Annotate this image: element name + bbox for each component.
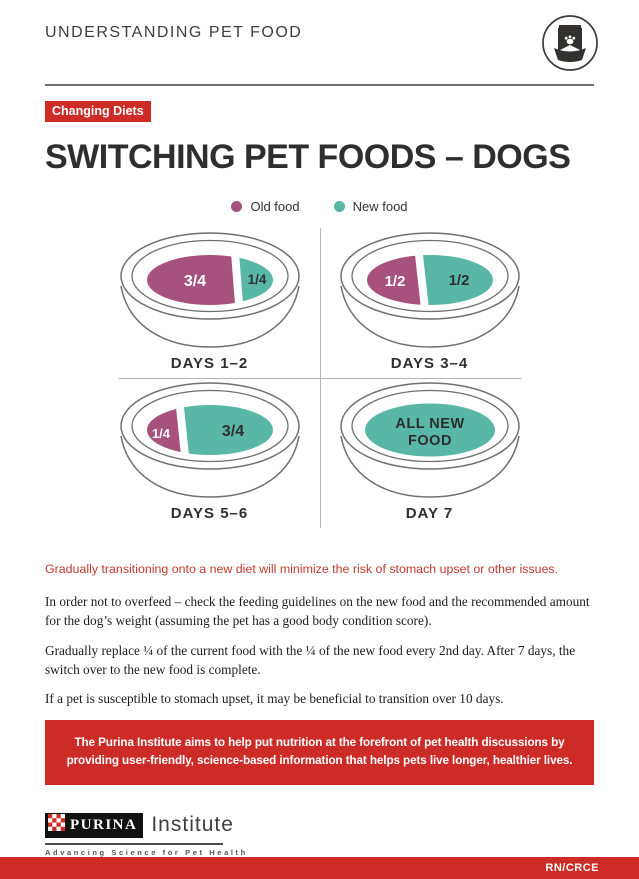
legend-new-food: New food (333, 199, 408, 214)
legend-old-label: Old food (250, 199, 300, 214)
old-food-dot-icon (231, 201, 243, 212)
grid-horizontal-divider (117, 378, 522, 379)
bowl-days-1-2: 3/4 1/4 DAYS 1–2 (100, 228, 320, 378)
institute-text: Institute (151, 813, 234, 837)
new-food-dot-icon (333, 201, 345, 212)
section-badge: Changing Diets (45, 101, 151, 122)
bowl-label: DAYS 1–2 (170, 355, 249, 372)
svg-text:1/2: 1/2 (448, 272, 469, 289)
paragraph-overfeed: In order not to overfeed – check the fee… (45, 594, 590, 629)
bowl-icon: ALL NEW FOOD (339, 382, 520, 498)
bowl-days-5-6: 1/4 3/4 DAYS 5–6 (100, 378, 320, 528)
pet-food-bag-icon (541, 14, 599, 77)
mission-callout: The Purina Institute aims to help put nu… (45, 720, 594, 785)
bowl-icon: 3/4 1/4 (119, 232, 300, 348)
legend-new-label: New food (352, 199, 408, 214)
document-code: RN/CRCE (545, 862, 599, 874)
purina-institute-logo: PURINA Institute (45, 812, 594, 838)
checkerboard-icon (48, 814, 65, 836)
highlight-sentence: Gradually transitioning onto a new diet … (45, 562, 559, 576)
page-title: UNDERSTANDING PET FOOD (45, 24, 303, 41)
svg-text:3/4: 3/4 (183, 273, 205, 290)
tagline: Advancing Science for Pet Health (45, 847, 248, 857)
bowls-grid: 3/4 1/4 DAYS 1–2 1/2 1/2 DAYS 3–4 (100, 228, 540, 528)
bowl-icon: 1/4 3/4 (119, 382, 300, 498)
bowl-icon: 1/2 1/2 (339, 232, 520, 348)
legend-old-food: Old food (231, 199, 300, 214)
bowl-label: DAY 7 (405, 505, 454, 522)
legend: Old food New food (0, 199, 639, 214)
paragraph-replace: Gradually replace ¼ of the current food … (45, 642, 576, 677)
purina-brand-text: PURINA (70, 816, 138, 833)
svg-text:1/4: 1/4 (151, 426, 170, 441)
purina-wordmark: PURINA (45, 812, 144, 838)
bowl-label: DAYS 5–6 (170, 505, 249, 522)
main-title: SWITCHING PET FOODS – DOGS (45, 138, 571, 176)
svg-text:ALL NEW: ALL NEW (395, 416, 464, 432)
bowl-day-7: ALL NEW FOOD DAY 7 (320, 378, 540, 528)
tagline-rule (45, 842, 223, 845)
paragraph-susceptible: If a pet is susceptible to stomach upset… (45, 691, 504, 707)
svg-text:3/4: 3/4 (221, 423, 243, 440)
svg-text:1/2: 1/2 (384, 273, 405, 290)
footer: PURINA Institute Advancing Science for P… (45, 812, 594, 857)
svg-text:1/4: 1/4 (247, 272, 266, 287)
svg-text:FOOD: FOOD (408, 433, 452, 449)
body-text: In order not to overfeed – check the fee… (45, 592, 594, 708)
header: UNDERSTANDING PET FOOD (0, 0, 639, 77)
bottom-bar: RN/CRCE (0, 857, 639, 879)
header-divider (45, 84, 594, 86)
bowl-label: DAYS 3–4 (390, 355, 469, 372)
bowl-days-3-4: 1/2 1/2 DAYS 3–4 (320, 228, 540, 378)
